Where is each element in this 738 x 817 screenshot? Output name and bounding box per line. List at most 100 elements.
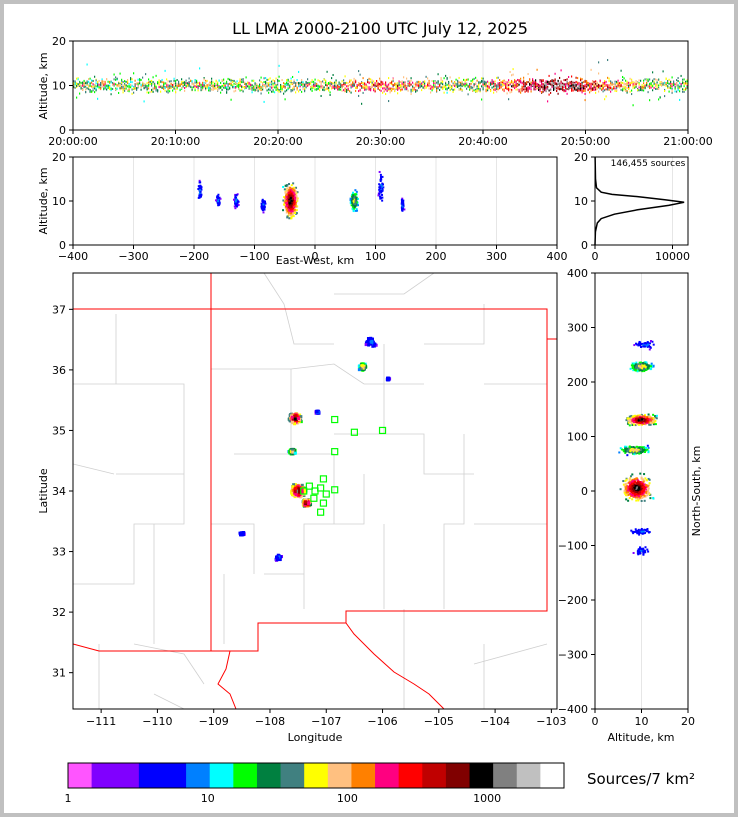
source-point	[262, 85, 264, 88]
source-point	[646, 83, 648, 86]
source-point	[199, 82, 201, 85]
source-point	[659, 81, 661, 84]
source-point	[410, 83, 412, 86]
source-point	[577, 89, 579, 92]
source-point	[686, 82, 688, 85]
source-point	[241, 81, 243, 84]
source-point	[494, 82, 496, 85]
source-point	[548, 82, 550, 85]
source-point	[291, 210, 294, 213]
source-point	[293, 81, 295, 84]
source-point	[85, 82, 87, 85]
source-point	[334, 85, 336, 88]
source-point	[415, 85, 417, 88]
source-point	[197, 187, 200, 190]
source-point	[683, 78, 685, 81]
source-point	[334, 84, 336, 87]
source-point	[478, 87, 480, 90]
source-count: 146,455 sources	[611, 159, 686, 169]
source-point	[263, 77, 265, 80]
time-tick-label: 20:40:00	[458, 135, 507, 148]
source-point	[596, 84, 598, 87]
source-point	[626, 91, 628, 94]
source-point	[241, 78, 243, 81]
source-point	[323, 86, 325, 89]
source-point	[589, 82, 591, 85]
source-point	[176, 86, 178, 89]
source-point	[219, 197, 222, 200]
source-point	[378, 188, 381, 191]
source-point	[520, 81, 522, 84]
source-point	[475, 88, 477, 91]
source-point	[300, 490, 304, 494]
source-point	[559, 82, 561, 85]
source-point	[637, 81, 639, 84]
source-point	[685, 88, 687, 91]
source-point	[293, 186, 296, 189]
source-point	[683, 90, 685, 93]
source-point	[262, 206, 265, 209]
source-point	[580, 79, 582, 82]
source-point	[676, 82, 678, 85]
source-point	[545, 86, 547, 89]
source-point	[292, 87, 294, 90]
source-point	[91, 79, 93, 82]
source-point	[578, 85, 580, 88]
source-point	[77, 78, 79, 81]
source-point	[116, 77, 118, 80]
source-point	[293, 209, 296, 212]
source-point	[424, 82, 426, 85]
source-point	[268, 82, 270, 85]
source-point	[526, 81, 528, 84]
source-point	[291, 413, 295, 417]
source-point	[200, 186, 203, 189]
source-point	[517, 88, 519, 91]
source-point	[274, 83, 276, 86]
source-point	[215, 79, 217, 82]
source-point	[511, 81, 513, 84]
source-point	[289, 85, 291, 88]
source-point	[217, 193, 220, 196]
source-point	[264, 200, 267, 203]
source-point	[487, 80, 489, 83]
source-point	[143, 100, 145, 103]
source-point	[374, 90, 376, 93]
source-point	[164, 87, 166, 90]
source-point	[665, 84, 667, 87]
source-point	[523, 79, 525, 82]
source-point	[361, 85, 363, 88]
source-point	[524, 82, 526, 85]
source-point	[271, 80, 273, 83]
source-point	[295, 206, 298, 209]
source-point	[175, 84, 177, 87]
source-point	[649, 85, 651, 88]
source-point	[620, 88, 622, 91]
source-point	[580, 82, 582, 85]
source-point	[428, 84, 430, 87]
source-point	[283, 85, 285, 88]
source-point	[616, 85, 618, 88]
source-point	[526, 83, 528, 86]
source-point	[173, 85, 175, 88]
source-point	[136, 87, 138, 90]
source-point	[668, 82, 670, 85]
source-point	[662, 70, 664, 73]
figure-frame: LL LMA 2000-2100 UTC July 12, 2025 20:00…	[4, 4, 734, 813]
source-point	[212, 84, 214, 87]
source-point	[83, 82, 85, 85]
source-point	[566, 92, 568, 95]
source-point	[389, 89, 391, 92]
source-point	[568, 82, 570, 85]
source-point	[509, 88, 511, 91]
source-point	[400, 85, 402, 88]
altitude-time-ylabel: Altitude, km	[37, 52, 50, 119]
source-point	[86, 83, 88, 86]
source-point	[288, 209, 291, 212]
source-point	[677, 76, 679, 79]
source-point	[568, 75, 570, 78]
source-point	[485, 90, 487, 93]
altitude-time-sources	[73, 59, 688, 107]
source-point	[196, 79, 198, 82]
source-point	[604, 82, 606, 85]
source-point	[194, 89, 196, 92]
